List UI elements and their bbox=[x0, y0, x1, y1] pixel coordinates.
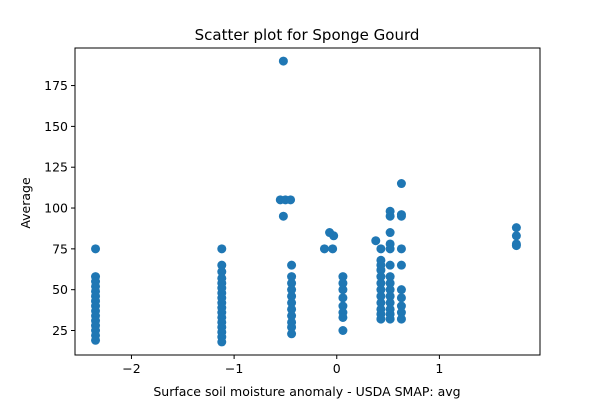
data-point bbox=[376, 291, 386, 301]
plot-frame bbox=[74, 47, 541, 356]
data-point bbox=[385, 211, 395, 221]
data-point bbox=[287, 278, 297, 288]
data-point bbox=[511, 231, 521, 241]
y-tick-label: 100 bbox=[44, 201, 68, 216]
data-point bbox=[511, 223, 521, 233]
y-axis-ticks: 25 50 75 100 125 150 175 bbox=[44, 78, 75, 338]
data-point bbox=[328, 244, 338, 254]
data-point bbox=[385, 244, 395, 254]
data-point bbox=[385, 278, 395, 288]
data-point bbox=[396, 285, 406, 295]
y-tick-label: 50 bbox=[52, 282, 68, 297]
data-point bbox=[287, 291, 297, 301]
data-point bbox=[217, 244, 227, 254]
data-point bbox=[338, 301, 348, 311]
data-point bbox=[376, 278, 386, 288]
data-point bbox=[217, 337, 227, 347]
data-points bbox=[91, 56, 521, 347]
y-tick-label: 25 bbox=[52, 323, 68, 338]
chart-title: Scatter plot for Sponge Gourd bbox=[195, 26, 420, 44]
data-point bbox=[396, 260, 406, 270]
data-point bbox=[217, 260, 227, 270]
y-tick-label: 175 bbox=[44, 78, 68, 93]
data-point bbox=[396, 314, 406, 324]
data-point bbox=[396, 293, 406, 303]
x-tick-label: −1 bbox=[225, 361, 243, 376]
data-point bbox=[287, 272, 297, 282]
data-point bbox=[338, 272, 348, 282]
data-point bbox=[371, 236, 381, 246]
data-point bbox=[287, 260, 297, 270]
data-point bbox=[396, 308, 406, 318]
data-point bbox=[287, 285, 297, 295]
data-point bbox=[511, 241, 521, 251]
data-point bbox=[217, 267, 227, 277]
data-point bbox=[287, 304, 297, 314]
x-tick-label: 0 bbox=[333, 361, 341, 376]
data-point bbox=[338, 285, 348, 295]
data-point bbox=[329, 231, 339, 241]
y-tick-label: 150 bbox=[44, 119, 68, 134]
x-axis-ticks: −2 −1 0 1 bbox=[122, 355, 443, 376]
data-point bbox=[385, 260, 395, 270]
data-point bbox=[376, 272, 386, 282]
data-point bbox=[319, 244, 329, 254]
data-point bbox=[338, 278, 348, 288]
data-point bbox=[286, 195, 296, 205]
data-point bbox=[278, 56, 288, 66]
data-point bbox=[385, 228, 395, 238]
data-point bbox=[287, 298, 297, 308]
data-point bbox=[376, 314, 386, 324]
data-point bbox=[396, 301, 406, 311]
data-point bbox=[385, 272, 395, 282]
data-point bbox=[287, 322, 297, 332]
data-point bbox=[338, 293, 348, 303]
data-point bbox=[287, 311, 297, 321]
data-point bbox=[396, 179, 406, 189]
data-point bbox=[91, 335, 101, 345]
data-point bbox=[278, 211, 288, 221]
x-tick-label: −2 bbox=[122, 361, 140, 376]
data-point bbox=[91, 244, 101, 254]
data-point bbox=[385, 314, 395, 324]
data-point bbox=[376, 244, 386, 254]
y-axis-label: Average bbox=[18, 177, 33, 229]
data-point bbox=[376, 298, 386, 308]
data-point bbox=[376, 285, 386, 295]
data-point bbox=[376, 265, 386, 275]
data-point bbox=[396, 244, 406, 254]
data-point bbox=[338, 326, 348, 336]
data-point bbox=[385, 291, 395, 301]
x-tick-label: 1 bbox=[435, 361, 443, 376]
data-point bbox=[396, 211, 406, 221]
data-point bbox=[385, 298, 395, 308]
x-axis-label: Surface soil moisture anomaly - USDA SMA… bbox=[153, 384, 460, 399]
y-tick-label: 125 bbox=[44, 160, 68, 175]
data-point bbox=[287, 329, 297, 339]
y-tick-label: 75 bbox=[52, 241, 68, 256]
data-point bbox=[385, 285, 395, 295]
data-point bbox=[338, 312, 348, 322]
